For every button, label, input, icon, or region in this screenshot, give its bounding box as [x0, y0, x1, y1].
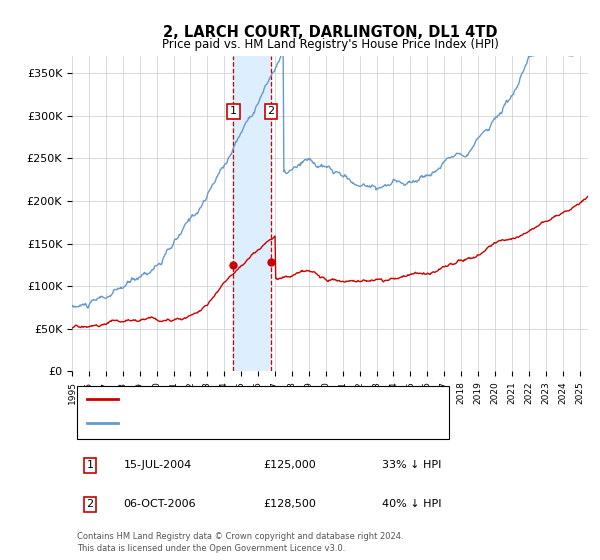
Text: 2, LARCH COURT, DARLINGTON, DL1 4TD (detached house): 2, LARCH COURT, DARLINGTON, DL1 4TD (det…: [129, 394, 437, 404]
Text: 2: 2: [268, 106, 275, 116]
Text: 2, LARCH COURT, DARLINGTON, DL1 4TD: 2, LARCH COURT, DARLINGTON, DL1 4TD: [163, 25, 497, 40]
Bar: [233, 56, 271, 371]
Text: 1: 1: [86, 460, 94, 470]
Text: £128,500: £128,500: [263, 500, 316, 510]
Text: 06-OCT-2006: 06-OCT-2006: [124, 500, 196, 510]
Text: Contains HM Land Registry data © Crown copyright and database right 2024.: Contains HM Land Registry data © Crown c…: [77, 532, 404, 541]
Text: £125,000: £125,000: [263, 460, 316, 470]
Text: 33% ↓ HPI: 33% ↓ HPI: [382, 460, 441, 470]
Text: This data is licensed under the Open Government Licence v3.0.: This data is licensed under the Open Gov…: [77, 544, 346, 553]
FancyBboxPatch shape: [77, 386, 449, 439]
Text: Price paid vs. HM Land Registry's House Price Index (HPI): Price paid vs. HM Land Registry's House …: [161, 38, 499, 50]
Text: 2: 2: [86, 500, 94, 510]
Text: 15-JUL-2004: 15-JUL-2004: [124, 460, 192, 470]
Text: 1: 1: [230, 106, 237, 116]
Text: 40% ↓ HPI: 40% ↓ HPI: [382, 500, 441, 510]
Text: HPI: Average price, detached house, Darlington: HPI: Average price, detached house, Darl…: [129, 418, 377, 428]
